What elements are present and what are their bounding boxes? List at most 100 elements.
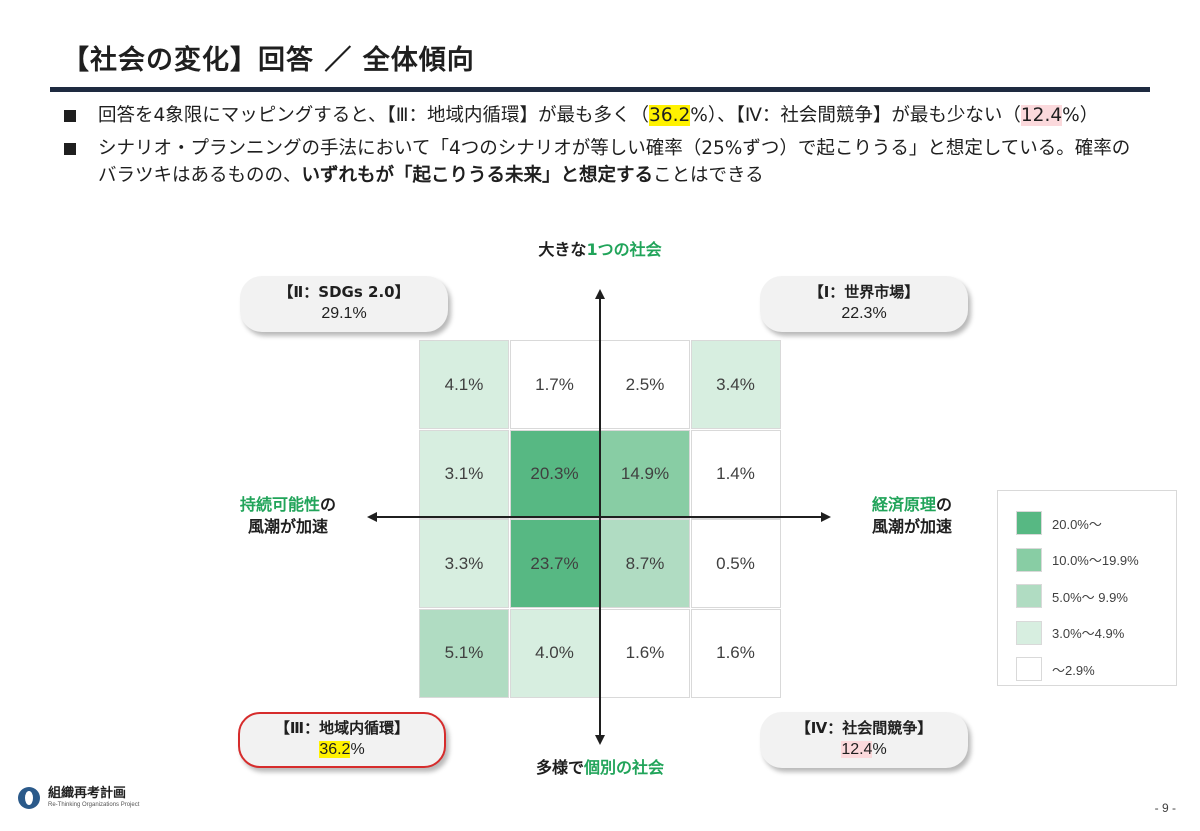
quadrant-box-q4: 【Ⅳ：社会間競争】 12.4% (760, 712, 968, 768)
bullet-1-text-c: %） (1062, 105, 1099, 126)
quadrant-title-q3: 【Ⅲ：地域内循環】 (274, 719, 410, 737)
page-title: 【社会の変化】回答 ／ 全体傾向 (62, 45, 475, 76)
heatmap-cell-label: 4.1% (444, 374, 484, 394)
legend-item: 5.0%～ 9.9% (1016, 583, 1128, 609)
quadrant-value-q3-unit: % (350, 741, 365, 758)
legend-swatch (1016, 511, 1042, 535)
quadrant-title-q2: 【Ⅱ：SDGs 2.0】 (278, 283, 410, 301)
logo-text: 組織再考計画 Re-Thinking Organizations Project (48, 786, 139, 809)
bullet-1-text-a: 回答を4象限にマッピングすると、【Ⅲ：地域内循環】が最も多く（ (98, 105, 650, 126)
heatmap-cell-label: 1.6% (716, 643, 755, 662)
heatmap-cell: 8.7% (600, 519, 690, 608)
bullet-item-2: シナリオ・プランニングの手法において「4つのシナリオが等しい確率（25%ずつ）で… (64, 135, 1144, 189)
quadrant-value-q3: 36.2% (240, 739, 444, 760)
legend-item: 10.0%～19.9% (1016, 547, 1139, 573)
heatmap-cell-label: 3.3% (444, 553, 484, 573)
heatmap-cell-label: 3.1% (444, 464, 484, 483)
legend-label: 10.0%～19.9% (1052, 553, 1139, 568)
heatmap-cell: 1.6% (600, 608, 690, 698)
legend-label: 5.0%～ 9.9% (1052, 589, 1128, 605)
bullet-list: 回答を4象限にマッピングすると、【Ⅲ：地域内循環】が最も多く（36.2%）、【Ⅳ… (64, 102, 1144, 195)
quadrant-box-q1: 【Ⅰ：世界市場】 22.3% (760, 276, 968, 332)
org-logo: 組織再考計画 Re-Thinking Organizations Project (18, 786, 139, 809)
quadrant-value-q1: 22.3% (841, 305, 887, 322)
legend-item: 20.0%～ (1016, 510, 1102, 536)
quadrant-box-q3: 【Ⅲ：地域内循環】 36.2% (238, 712, 446, 768)
title-rule (50, 87, 1150, 92)
legend-swatch (1016, 620, 1042, 645)
bullet-1-highlight-2: 12.4 (1020, 105, 1063, 126)
bullet-1-text-b: %）、【Ⅳ：社会間競争】が最も少ない（ (690, 105, 1021, 126)
quadrant-value-q3-num: 36.2 (319, 741, 351, 758)
axis-label-right: 経済原理の 風潮が加速 (842, 494, 982, 538)
heatmap-cell-label: 2.5% (625, 374, 665, 394)
heatmap-cell-label: 3.4% (716, 374, 755, 394)
axis-label-top-b: 1つの社会 (586, 240, 662, 259)
heatmap-cell: 23.7% (509, 519, 600, 608)
heatmap-cell-label: 1.4% (716, 464, 755, 483)
axis-label-bottom: 多様で個別の社会 (500, 757, 700, 779)
legend-label: 3.0%～4.9% (1052, 626, 1125, 641)
heatmap-cell-label: 0.5% (716, 553, 755, 573)
axis-label-right-b: の (936, 495, 953, 514)
quadrant-value-q4-unit: % (872, 741, 887, 758)
axis-label-left-a: 持続可能性 (239, 495, 320, 514)
bullet-square-icon (64, 110, 76, 122)
axis-label-left-b: の (320, 495, 337, 514)
quadrant-box-q2: 【Ⅱ：SDGs 2.0】 29.1% (240, 276, 448, 332)
heatmap-cell: 5.1% (419, 608, 509, 698)
heatmap-cell-label: 1.7% (535, 374, 574, 394)
heatmap-cell-label: 14.9% (620, 464, 670, 483)
heatmap-cell: 4.0% (509, 608, 600, 698)
legend-label: ～2.9% (1052, 662, 1095, 678)
logo-text-main: 組織再考計画 (48, 786, 127, 801)
legend-swatch (1016, 547, 1042, 572)
bullet-2-text-a: シナリオ・プランニングの手法において「4つのシナリオが等しい確率（25%ずつ）で… (98, 138, 1131, 186)
heatmap-cell: 3.4% (690, 340, 781, 429)
bullet-square-icon (64, 143, 76, 155)
axis-label-bottom-a: 多様で (535, 758, 584, 777)
bullet-item-1: 回答を4象限にマッピングすると、【Ⅲ：地域内循環】が最も多く（36.2%）、【Ⅳ… (64, 102, 1144, 129)
heatmap-cell-label: 8.7% (625, 553, 665, 573)
quadrant-value-q4-num: 12.4 (841, 741, 873, 758)
bullet-2-bold: いずれもが「起こりうる未来」と想定する (301, 165, 654, 186)
heatmap-cell: 1.6% (690, 608, 781, 698)
axis-label-top: 大きな1つの社会 (500, 239, 700, 261)
axis-label-left: 持続可能性の 風潮が加速 (218, 494, 358, 538)
legend-label: 20.0%～ (1052, 516, 1102, 532)
quadrant-value-q4: 12.4% (760, 739, 968, 760)
legend-swatch (1016, 584, 1042, 608)
heatmap-cell: 1.7% (509, 340, 600, 429)
axis-label-left-c: 風潮が加速 (247, 517, 328, 536)
quadrant-title-q4: 【Ⅳ：社会間競争】 (795, 719, 933, 737)
page-number: - 9 - (1154, 801, 1176, 815)
heatmap-cell: 3.1% (419, 429, 509, 519)
logo-mark-icon (18, 786, 40, 809)
heatmap-cell: 0.5% (690, 519, 781, 608)
logo-text-sub: Re-Thinking Organizations Project (48, 802, 140, 808)
axis-label-right-c: 風潮が加速 (871, 517, 952, 536)
quadrant-value-q2: 29.1% (321, 305, 367, 322)
heatmap-cell-label: 5.1% (444, 643, 484, 662)
heatmap-cell: 20.3% (509, 429, 600, 519)
legend-item: 3.0%～4.9% (1016, 620, 1124, 646)
legend-swatch (1016, 657, 1042, 681)
heatmap-cell: 3.3% (419, 519, 509, 608)
quadrant-title-q1: 【Ⅰ：世界市場】 (808, 283, 920, 301)
heatmap-cell-label: 4.0% (535, 643, 574, 662)
axis-label-bottom-b: 個別の社会 (584, 758, 665, 777)
bullet-1-highlight-1: 36.2 (649, 105, 691, 126)
legend-item: ～2.9% (1016, 656, 1095, 682)
heatmap-cell: 4.1% (419, 340, 509, 429)
bullet-2-text-b: ことはできる (653, 165, 764, 186)
heatmap-cell: 2.5% (600, 340, 690, 429)
heatmap-cell-label: 1.6% (625, 643, 665, 662)
heatmap-cell-label: 23.7% (530, 553, 579, 573)
color-legend: 20.0%～ 10.0%～19.9% 5.0%～ 9.9% 3.0%～4.9% ～2.9… (997, 490, 1177, 686)
axis-label-right-a: 経済原理 (871, 495, 936, 514)
axis-label-top-a: 大きな (538, 240, 587, 259)
heatmap-cell: 1.4% (690, 429, 781, 519)
heatmap-cell-label: 20.3% (530, 464, 579, 483)
